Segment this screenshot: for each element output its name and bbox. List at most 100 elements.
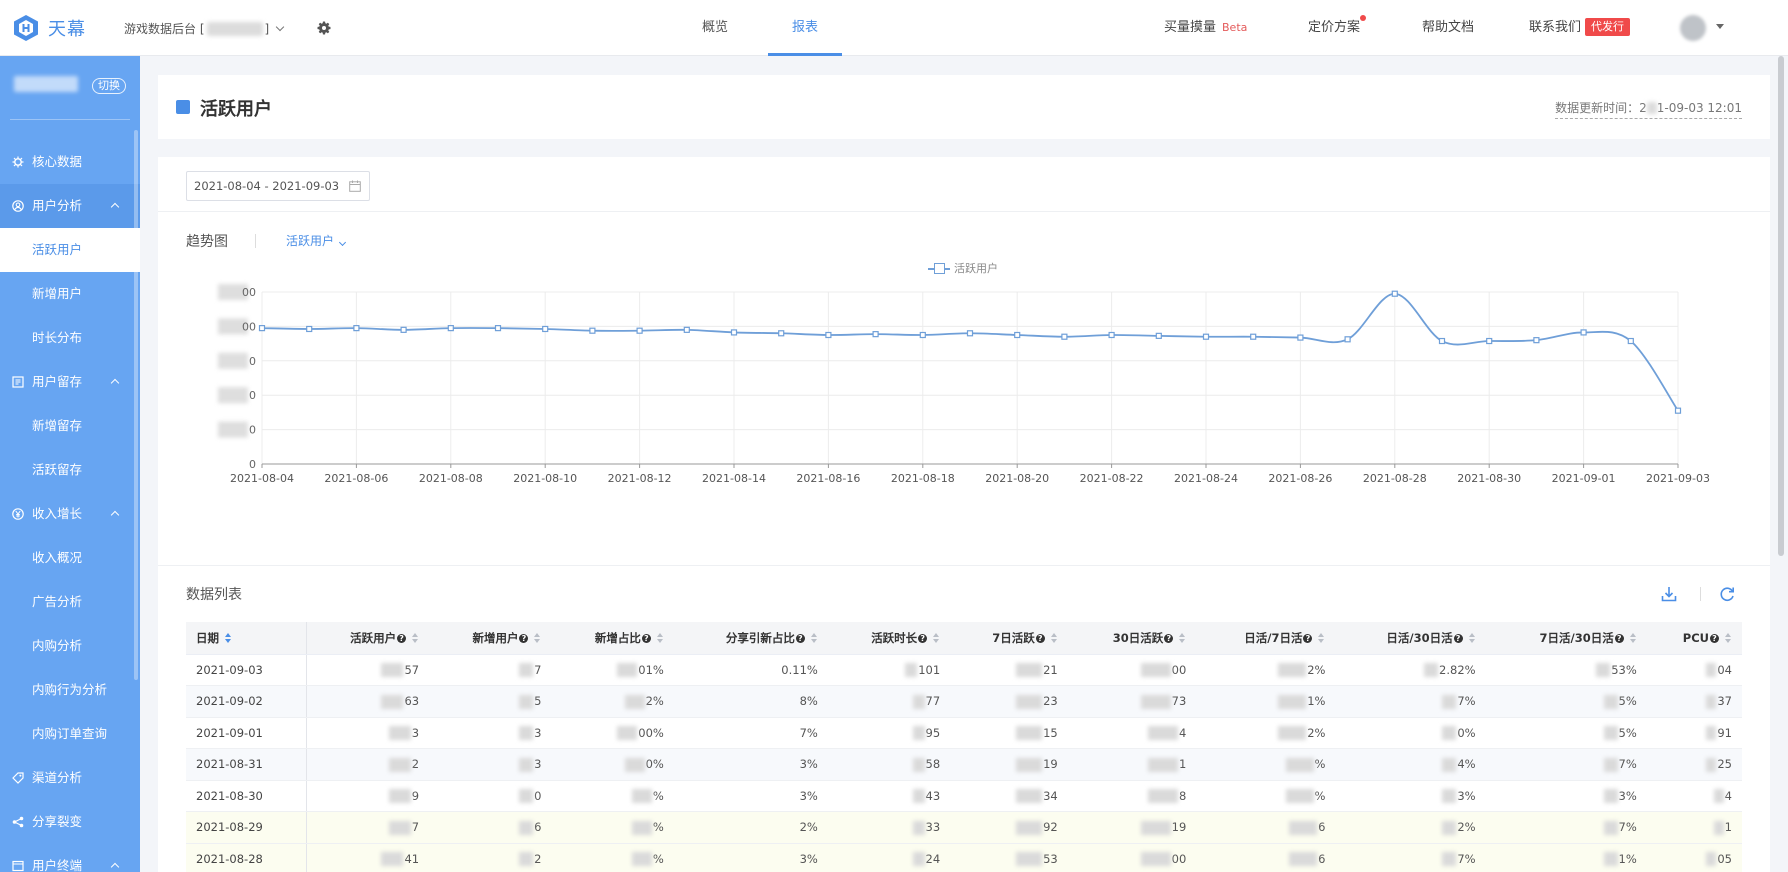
column-header[interactable]: 30日活跃? [1067, 622, 1197, 655]
table-cell: 00% [551, 717, 674, 749]
table-header-row: 日期 活跃用户? 新增用户? 新增占比? 分享引新占比? 活跃时长? 7日活跃? 30日活跃?… [186, 622, 1742, 655]
chart-legend[interactable]: 活跃用户 [928, 260, 998, 276]
sidebar-scrollbar[interactable] [134, 130, 138, 680]
sort-icon[interactable] [1318, 632, 1325, 643]
sort-icon[interactable] [1179, 632, 1186, 643]
redacted-value [1016, 694, 1043, 709]
column-header[interactable]: 7日活/30日活? [1485, 622, 1647, 655]
date-cell: 2021-09-03 [186, 654, 307, 686]
date-range-picker[interactable]: 2021-08-04 - 2021-09-03 [186, 171, 370, 201]
column-header[interactable]: 活跃时长? [827, 622, 951, 655]
caret-down-icon[interactable] [1716, 24, 1724, 29]
column-header[interactable]: 活跃用户? [306, 622, 430, 655]
sidebar-item-label: 渠道分析 [32, 770, 83, 785]
tab-reports[interactable]: 报表 [760, 0, 850, 56]
column-header[interactable]: 新增占比? [551, 622, 674, 655]
redacted-value [1147, 757, 1178, 772]
nav-pricing[interactable]: 定价方案 [1308, 0, 1367, 56]
refresh-icon[interactable] [1718, 585, 1736, 603]
x-tick-label: 2021-08-22 [1080, 472, 1144, 485]
x-tick-label: 2021-09-01 [1552, 472, 1616, 485]
column-header[interactable]: 7日活跃? [950, 622, 1068, 655]
switch-button[interactable]: 切换 [92, 78, 126, 94]
column-header-label: 日期 [196, 630, 219, 645]
nav-help-docs[interactable]: 帮助文档 [1422, 20, 1475, 35]
help-icon[interactable]: ? [1035, 633, 1045, 643]
sort-icon[interactable] [1629, 632, 1637, 643]
nav-contact[interactable]: 联系我们 代发行 [1529, 0, 1631, 56]
redacted-value [1016, 663, 1043, 677]
project-selector[interactable]: 游戏数据后台 [ ] [124, 20, 285, 37]
sort-icon[interactable] [1468, 632, 1476, 643]
table-row[interactable]: 2021-08-29 7 6% 2% 33 92 19 6 2% 7% 1 [186, 811, 1742, 844]
table-row[interactable]: 2021-09-01 3 3 00% 7% 95 15 4 2% 0% 5% 91 [186, 717, 1742, 749]
sort-icon[interactable] [225, 632, 232, 643]
sidebar-item-duration[interactable]: 时长分布 [32, 330, 83, 345]
cell-text: 7 [534, 662, 542, 677]
sort-icon[interactable] [810, 632, 818, 643]
sidebar-item-device[interactable]: 用户终端 [0, 844, 140, 872]
table-cell: 1 [1067, 748, 1197, 781]
sort-icon[interactable] [1725, 632, 1732, 643]
redacted-value [1442, 789, 1457, 803]
data-point [447, 325, 454, 332]
table-row[interactable]: 2021-09-03 57 7 01% 0.11% 101 21 00 2% 2.82% 53% 04 [186, 654, 1742, 686]
settings-gear-icon[interactable] [315, 19, 333, 37]
date-cell: 2021-09-02 [186, 685, 307, 718]
sidebar-item-iap-behavior[interactable]: 内购行为分析 [32, 682, 108, 697]
sidebar-item-revenue[interactable]: 收入增长 [0, 492, 140, 536]
sidebar-item-revenue-overview[interactable]: 收入概况 [32, 550, 83, 565]
table-row[interactable]: 2021-09-02 63 5 2% 8% 77 23 73 1% 7% 5% 37 [186, 685, 1742, 718]
column-header[interactable]: PCU? [1646, 622, 1742, 655]
column-header[interactable]: 日活/7日活? [1196, 622, 1336, 655]
sidebar-item-ad-analysis[interactable]: 广告分析 [32, 594, 83, 609]
help-icon[interactable]: ? [519, 633, 529, 643]
help-icon[interactable]: ? [1164, 633, 1174, 643]
tab-overview[interactable]: 概览 [701, 20, 728, 35]
table-row[interactable]: 2021-08-28 41 2% 3% 24 53 00 6 7% 1% 05 [186, 843, 1742, 872]
help-icon[interactable]: ? [1710, 633, 1719, 643]
sort-icon[interactable] [1050, 632, 1058, 643]
cell-text: 2021-09-02 [196, 694, 263, 709]
nav-buy-traffic[interactable]: 买量摸量 Beta [1164, 0, 1247, 56]
help-icon[interactable]: ? [918, 633, 928, 643]
app-logo[interactable]: 天幕 [12, 14, 86, 42]
help-icon[interactable]: ? [1453, 633, 1463, 643]
sidebar-item-new-retention[interactable]: 新增留存 [32, 418, 83, 433]
avatar[interactable] [1680, 15, 1706, 41]
sort-icon[interactable] [656, 632, 664, 643]
column-header[interactable]: 日活/30日活? [1335, 622, 1486, 655]
sidebar-item-user-analysis[interactable]: 用户分析 [0, 184, 140, 228]
sort-icon[interactable] [412, 632, 419, 643]
sidebar-item-channel[interactable]: 渠道分析 [0, 756, 140, 800]
x-tick-label: 2021-08-28 [1363, 472, 1427, 485]
column-header[interactable]: 分享引新占比? [673, 622, 828, 655]
sort-icon[interactable] [933, 632, 940, 643]
table-row[interactable]: 2021-08-31 2 3 0% 3% 58 19 1% 4% 7% 25 [186, 748, 1742, 781]
sidebar-item-new-users[interactable]: 新增用户 [32, 286, 83, 301]
help-icon[interactable]: ? [1614, 633, 1624, 643]
sidebar-item-active-retention[interactable]: 活跃留存 [32, 462, 83, 477]
sidebar-item-share[interactable]: 分享裂变 [0, 800, 140, 844]
column-header[interactable]: 新增用户? [429, 622, 552, 655]
metric-select[interactable]: 活跃用户 [286, 232, 347, 249]
column-header[interactable]: 日期 [186, 622, 307, 655]
sidebar-item-core-data[interactable]: 核心数据 [0, 140, 140, 184]
sidebar-item-iap-analysis[interactable]: 内购分析 [32, 638, 83, 653]
help-icon[interactable]: ? [795, 633, 805, 643]
table-cell: 0% [1335, 717, 1486, 749]
sidebar-item-retention[interactable]: 用户留存 [0, 360, 140, 404]
sidebar-item-active-users[interactable]: 活跃用户 [0, 228, 140, 272]
download-icon[interactable] [1660, 585, 1678, 603]
sort-icon[interactable] [534, 632, 541, 643]
cell-text: 4% [1457, 757, 1476, 771]
tag-icon [12, 772, 24, 784]
sidebar-item-iap-orders[interactable]: 内购订单查询 [32, 726, 108, 741]
table-row[interactable]: 2021-08-30 9 0% 3% 43 34 8% 3% 3% 4 [186, 780, 1742, 812]
divider [158, 211, 1770, 212]
help-icon[interactable]: ? [1303, 633, 1313, 643]
page-scrollbar[interactable] [1778, 56, 1784, 556]
help-icon[interactable]: ? [641, 633, 651, 643]
help-icon[interactable]: ? [397, 633, 407, 643]
